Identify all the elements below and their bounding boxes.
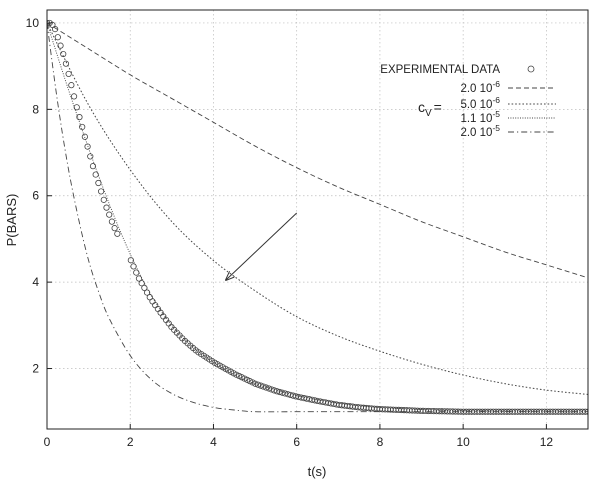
data-point: [76, 114, 83, 121]
x-tick-label: 0: [44, 435, 51, 449]
data-point: [257, 382, 264, 389]
series-line-2: [47, 22, 588, 395]
data-point: [149, 298, 156, 305]
data-point: [133, 269, 140, 276]
x-axis-label: t(s): [308, 464, 327, 479]
data-point: [114, 230, 121, 237]
data-point: [84, 143, 91, 150]
tick-layer: 0 2 4 6 8 10 12 2 4 6 8 10: [26, 16, 554, 449]
x-tick-label: 8: [377, 435, 384, 449]
data-point: [81, 133, 88, 140]
data-point: [89, 163, 97, 170]
legend-label-1: 2.0 10-6: [460, 79, 500, 95]
x-tick-label: 10: [456, 435, 470, 449]
data-point: [70, 93, 78, 100]
y-axis-label: P(BARS): [4, 194, 19, 247]
cv-symbol: c: [418, 99, 425, 115]
y-tick-label: 6: [32, 189, 39, 203]
data-point: [265, 385, 272, 392]
cv-label: cV =: [418, 99, 442, 119]
data-point: [52, 26, 59, 33]
data-point: [54, 34, 61, 41]
data-point: [165, 320, 172, 327]
data-point: [87, 153, 94, 160]
experimental-data-series: [47, 19, 588, 415]
x-tick-label: 4: [210, 435, 217, 449]
legend-label-4: 2.0 10-5: [460, 123, 500, 139]
legend-marker-circle: [527, 65, 535, 73]
data-point: [260, 383, 267, 390]
data-point: [135, 275, 143, 282]
data-point: [263, 384, 270, 391]
y-tick-label: 8: [32, 102, 39, 116]
x-tick-label: 6: [293, 435, 300, 449]
legend-label-3: 1.1 10-5: [460, 109, 500, 125]
data-point: [65, 70, 72, 78]
data-point: [95, 179, 102, 187]
legend: EXPERIMENTAL DATA 2.0 10-65.0 10-61.1 10-…: [380, 64, 556, 139]
data-point: [252, 380, 259, 387]
data-point: [138, 280, 145, 287]
y-tick-label: 4: [32, 275, 39, 289]
x-tick-label: 2: [127, 435, 134, 449]
legend-label-0: EXPERIMENTAL DATA: [380, 64, 500, 76]
data-point: [100, 196, 107, 203]
data-point: [103, 204, 110, 211]
data-point: [254, 381, 262, 388]
plot-frame: [46, 9, 589, 430]
series-line-4: [47, 22, 588, 413]
data-point: [68, 82, 75, 89]
data-point: [108, 218, 116, 225]
data-point: [79, 123, 86, 131]
data-point: [62, 60, 70, 67]
cv-subscript: V: [425, 108, 432, 119]
grid: [47, 10, 588, 429]
data-point: [73, 104, 80, 111]
series-layer: [47, 19, 588, 415]
series-line-1: [47, 22, 588, 279]
data-point: [106, 211, 113, 218]
data-point: [111, 225, 118, 232]
x-tick-label: 12: [540, 435, 554, 449]
data-point: [92, 171, 99, 178]
y-tick-label: 2: [32, 362, 39, 376]
cv-equals: =: [434, 99, 442, 115]
data-point: [98, 188, 105, 195]
annotation-arrow: [226, 212, 298, 280]
series-line-3: [47, 22, 588, 413]
legend-label-2: 5.0 10-6: [460, 95, 500, 111]
y-tick-label: 10: [26, 16, 40, 30]
